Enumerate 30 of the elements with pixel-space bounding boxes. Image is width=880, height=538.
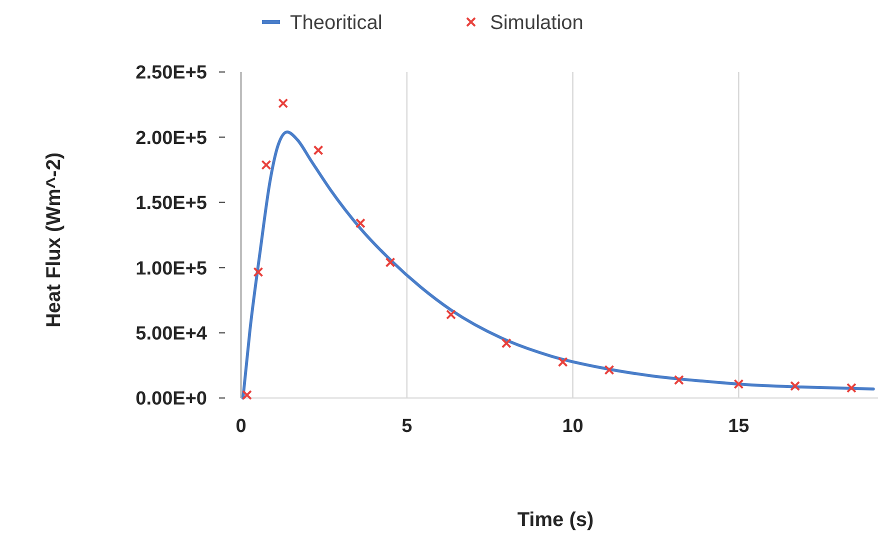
- x-tick-label: 0: [236, 416, 246, 437]
- y-tick-label: 2.50E+5: [136, 62, 208, 84]
- point: [501, 338, 512, 348]
- point: [734, 379, 744, 390]
- point: [253, 267, 264, 278]
- point: [846, 382, 856, 393]
- point: [790, 381, 800, 392]
- y-tick-label: 0.00E+0: [136, 388, 207, 410]
- x-tick-label: 15: [728, 416, 750, 437]
- point: [674, 375, 684, 386]
- legend-label: Simulation: [490, 12, 584, 34]
- line-series: [241, 130, 875, 400]
- y-tick-label: 5.00E+4: [136, 323, 208, 344]
- point: [355, 218, 366, 228]
- point: [385, 257, 396, 268]
- x-axis-title: Time (s): [517, 509, 594, 531]
- y-tick-label: 2.00E+5: [136, 128, 208, 149]
- y-axis-title: Heat Flux (Wm^-2): [43, 152, 65, 328]
- x-tick-label: 10: [562, 416, 584, 437]
- y-tick-label: 1.50E+5: [136, 193, 208, 214]
- point: [446, 310, 456, 320]
- point: [313, 145, 324, 156]
- point: [242, 390, 252, 400]
- point: [558, 357, 568, 368]
- x-tick-label: 5: [402, 416, 413, 437]
- legend-label: Theoritical: [290, 12, 382, 34]
- point: [604, 364, 614, 375]
- point: [278, 98, 288, 108]
- y-tick-label: 1.00E+5: [136, 258, 208, 280]
- point: [261, 160, 272, 170]
